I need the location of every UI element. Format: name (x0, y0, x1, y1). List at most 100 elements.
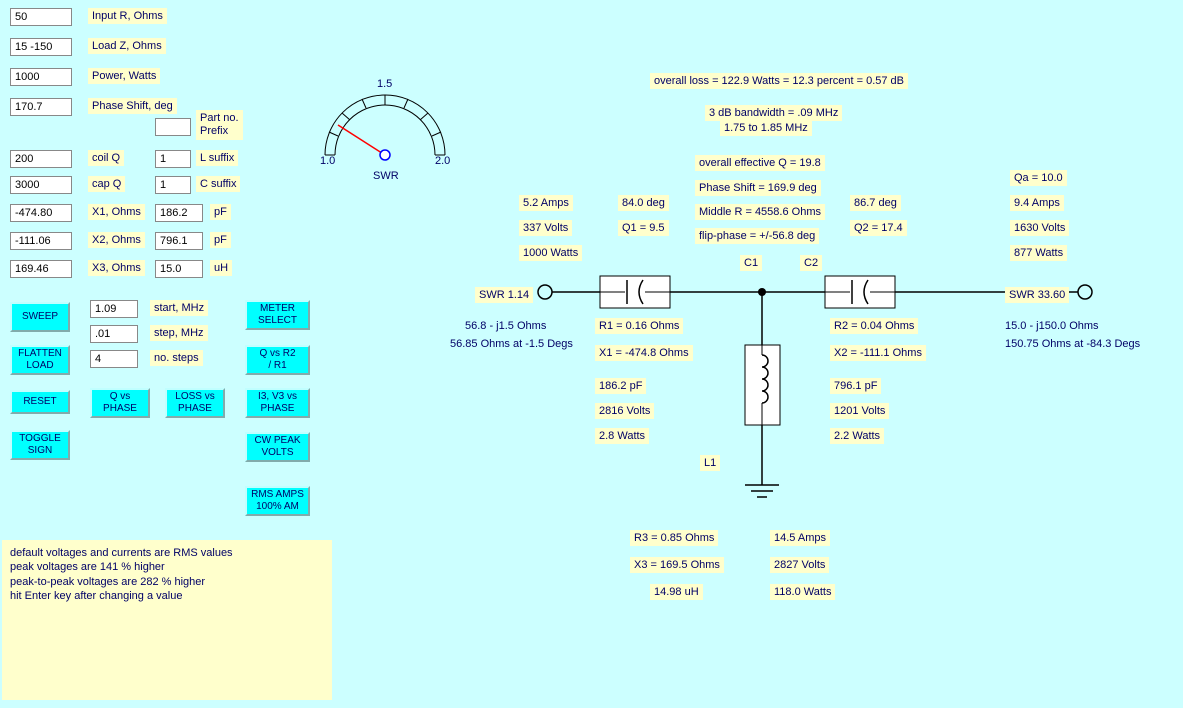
branch-top-right-deg: 86.7 deg (850, 195, 901, 211)
c1-label: C1 (740, 255, 762, 271)
branch3-r: R3 = 0.85 Ohms (630, 530, 718, 546)
reset-button[interactable]: RESET (10, 390, 70, 414)
notes-box: default voltages and currents are RMS va… (2, 540, 332, 700)
c-suffix-label: C suffix (196, 176, 240, 192)
l1-label: L1 (700, 455, 720, 471)
i3-v3-phase-button[interactable]: I3, V3 vs PHASE (245, 388, 310, 418)
right-qa-label: Qa = 10.0 (1010, 170, 1067, 186)
flip-phase-label: flip-phase = +/-56.8 deg (695, 228, 819, 244)
branch-top-right-q: Q2 = 17.4 (850, 220, 907, 236)
part-prefix-label: Part no. Prefix (196, 110, 243, 140)
q-vs-r2r1-button[interactable]: Q vs R2 / R1 (245, 345, 310, 375)
c-suffix-field[interactable] (155, 176, 191, 194)
flatten-load-button[interactable]: FLATTEN LOAD (10, 345, 70, 375)
x2-unit-label: pF (210, 232, 231, 248)
no-steps-field[interactable] (90, 350, 138, 368)
branch2-v: 1201 Volts (830, 403, 889, 419)
l-suffix-label: L suffix (196, 150, 238, 166)
branch3-amps: 14.5 Amps (770, 530, 830, 546)
meter-select-button[interactable]: METER SELECT (245, 300, 310, 330)
branch1-r: R1 = 0.16 Ohms (595, 318, 683, 334)
start-mhz-label: start, MHz (150, 300, 208, 316)
x2-c-field[interactable] (155, 232, 203, 250)
left-z-polar: 56.85 Ohms at -1.5 Degs (450, 338, 573, 350)
sweep-button[interactable]: SWEEP (10, 302, 70, 332)
phase-shift-label: Phase Shift, deg (88, 98, 177, 114)
x2-label: X2, Ohms (88, 232, 145, 248)
left-watts-label: 1000 Watts (519, 245, 582, 261)
branch3-uh: 14.98 uH (650, 584, 703, 600)
load-z-label: Load Z, Ohms (88, 38, 166, 54)
power-field[interactable] (10, 68, 72, 86)
step-mhz-field[interactable] (90, 325, 138, 343)
phase-shift-summary-label: Phase Shift = 169.9 deg (695, 180, 821, 196)
start-mhz-field[interactable] (90, 300, 138, 318)
x1-unit-label: pF (210, 204, 231, 220)
branch2-r: R2 = 0.04 Ohms (830, 318, 918, 334)
notes-line: peak voltages are 141 % higher (10, 560, 324, 574)
x3-field[interactable] (10, 260, 72, 278)
middle-r-label: Middle R = 4558.6 Ohms (695, 204, 825, 220)
cap-q-field[interactable] (10, 176, 72, 194)
x3-label: X3, Ohms (88, 260, 145, 276)
cw-peak-volts-button[interactable]: CW PEAK VOLTS (245, 432, 310, 462)
left-volts-label: 337 Volts (519, 220, 572, 236)
no-steps-label: no. steps (150, 350, 203, 366)
x3-unit-label: uH (210, 260, 232, 276)
notes-line: hit Enter key after changing a value (10, 589, 324, 603)
eff-q-label: overall effective Q = 19.8 (695, 155, 825, 171)
x2-field[interactable] (10, 232, 72, 250)
right-volts-label: 1630 Volts (1010, 220, 1069, 236)
x1-c-field[interactable] (155, 204, 203, 222)
left-swr-label: SWR 1.14 (475, 287, 533, 303)
meter-tick-mid: 1.5 (377, 78, 392, 90)
coil-q-field[interactable] (10, 150, 72, 168)
circuit-diagram (525, 270, 1183, 520)
branch1-pf: 186.2 pF (595, 378, 646, 394)
cap-q-label: cap Q (88, 176, 125, 192)
x1-label: X1, Ohms (88, 204, 145, 220)
right-z-polar: 150.75 Ohms at -84.3 Degs (1005, 338, 1140, 350)
part-prefix-field[interactable] (155, 118, 191, 136)
right-amps-label: 9.4 Amps (1010, 195, 1064, 211)
loss-vs-phase-button[interactable]: LOSS vs PHASE (165, 388, 225, 418)
x3-c-field[interactable] (155, 260, 203, 278)
branch2-w: 2.2 Watts (830, 428, 884, 444)
branch2-pf: 796.1 pF (830, 378, 881, 394)
meter-tick-right: 2.0 (435, 155, 450, 167)
branch2-x: X2 = -111.1 Ohms (830, 345, 926, 361)
power-label: Power, Watts (88, 68, 160, 84)
c2-label: C2 (800, 255, 822, 271)
toggle-sign-button[interactable]: TOGGLE SIGN (10, 430, 70, 460)
input-r-field[interactable] (10, 8, 72, 26)
meter-label: SWR (373, 170, 399, 182)
branch-top-left-q: Q1 = 9.5 (618, 220, 669, 236)
right-z-rect: 15.0 - j150.0 Ohms (1005, 320, 1099, 332)
left-amps-label: 5.2 Amps (519, 195, 573, 211)
branch3-v: 2827 Volts (770, 557, 829, 573)
overall-loss-label: overall loss = 122.9 Watts = 12.3 percen… (650, 73, 908, 89)
meter-tick-left: 1.0 (320, 155, 335, 167)
phase-shift-field[interactable] (10, 98, 72, 116)
band-range-label: 1.75 to 1.85 MHz (720, 120, 812, 136)
bandwidth-label: 3 dB bandwidth = .09 MHz (705, 105, 842, 121)
input-r-label: Input R, Ohms (88, 8, 167, 24)
right-swr-label: SWR 33.60 (1005, 287, 1069, 303)
load-z-field[interactable] (10, 38, 72, 56)
coil-q-label: coil Q (88, 150, 124, 166)
branch1-w: 2.8 Watts (595, 428, 649, 444)
l-suffix-field[interactable] (155, 150, 191, 168)
right-watts-label: 877 Watts (1010, 245, 1067, 261)
branch3-w: 118.0 Watts (770, 584, 835, 600)
branch-top-left-deg: 84.0 deg (618, 195, 669, 211)
branch1-v: 2816 Volts (595, 403, 654, 419)
q-vs-phase-button[interactable]: Q vs PHASE (90, 388, 150, 418)
notes-line: peak-to-peak voltages are 282 % higher (10, 575, 324, 589)
step-mhz-label: step, MHz (150, 325, 208, 341)
notes-line: default voltages and currents are RMS va… (10, 546, 324, 560)
rms-amps-button[interactable]: RMS AMPS 100% AM (245, 486, 310, 516)
x1-field[interactable] (10, 204, 72, 222)
branch3-x: X3 = 169.5 Ohms (630, 557, 724, 573)
branch1-x: X1 = -474.8 Ohms (595, 345, 693, 361)
left-z-rect: 56.8 - j1.5 Ohms (465, 320, 546, 332)
